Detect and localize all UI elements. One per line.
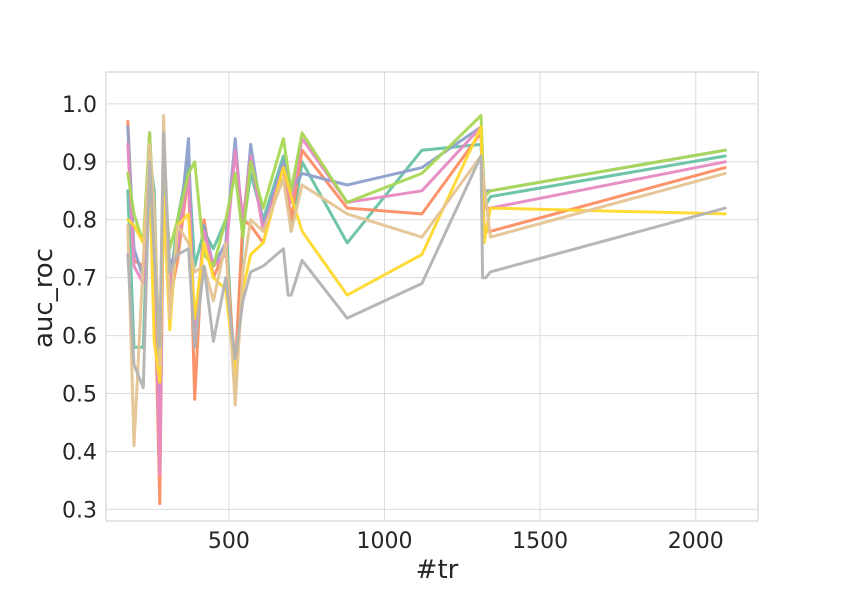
grid — [106, 72, 758, 521]
y-tick-label: 0.9 — [62, 151, 97, 176]
y-tick-label: 1.0 — [62, 93, 97, 118]
y-tick-label: 0.3 — [62, 498, 97, 523]
series-line-8 — [126, 131, 727, 390]
tick-labels: 500 1000 1500 2000 0.3 0.4 0.5 0.6 0.7 0.8 0.9 1.0 — [62, 93, 724, 554]
plot-frame — [105, 71, 759, 522]
series-line-5 — [126, 114, 727, 384]
y-tick-label: 0.6 — [62, 325, 97, 350]
x-tick-label: 1500 — [512, 529, 568, 554]
x-tick-label: 1000 — [357, 529, 413, 554]
series-line-7 — [126, 114, 727, 448]
y-tick-label: 0.4 — [62, 440, 97, 465]
series-line-4 — [126, 125, 727, 477]
y-axis-label: auc_roc — [29, 248, 59, 348]
y-tick-label: 0.7 — [62, 267, 97, 292]
y-tick-label: 0.5 — [62, 383, 97, 408]
x-tick-label: 2000 — [668, 529, 724, 554]
y-tick-label: 0.8 — [62, 209, 97, 234]
x-tick-label: 500 — [208, 529, 250, 554]
series-lines — [126, 114, 727, 506]
x-axis-label: #tr — [416, 555, 459, 585]
